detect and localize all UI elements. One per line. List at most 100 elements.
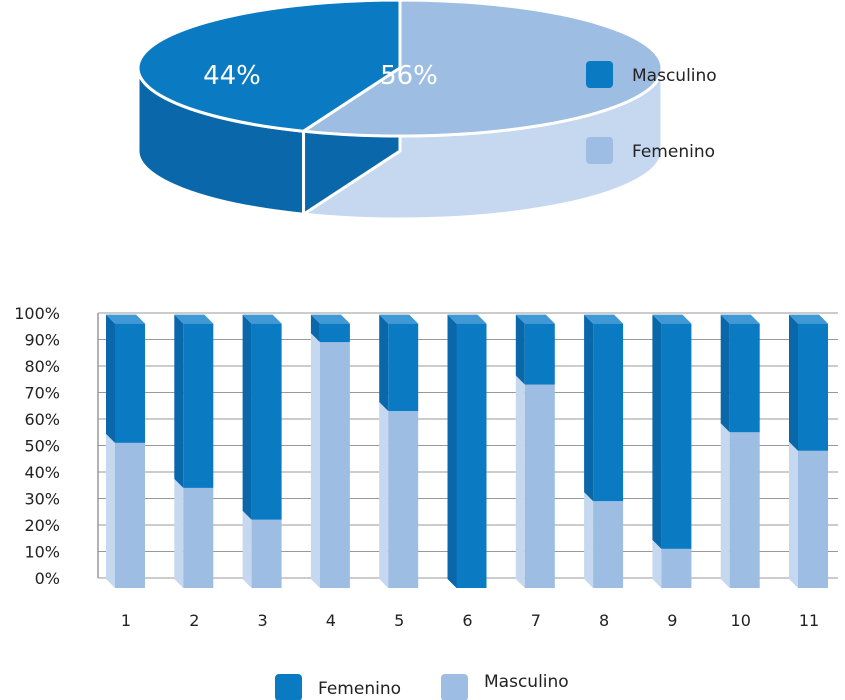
bar-segment-masculino-side bbox=[242, 510, 252, 588]
y-tick-label: 50% bbox=[24, 437, 60, 456]
bar-segment-femenino bbox=[524, 323, 555, 385]
pie-slice-masculino bbox=[136, 0, 402, 133]
bar-3 bbox=[242, 314, 282, 588]
bar-top-face bbox=[515, 314, 555, 324]
y-tick-label: 20% bbox=[24, 516, 60, 535]
x-tick-label: 6 bbox=[462, 611, 472, 630]
bar-segment-femenino-side bbox=[174, 314, 184, 488]
bar-segment-femenino-side bbox=[242, 314, 252, 520]
bar-segment-femenino bbox=[115, 323, 145, 443]
x-tick-label: 11 bbox=[799, 611, 819, 630]
bar-segment-femenino-side bbox=[447, 314, 457, 588]
pie-chart: 44% 56% Masculino Femenino bbox=[136, 0, 717, 221]
bar-segment-masculino-side bbox=[720, 423, 730, 588]
y-tick-label: 90% bbox=[24, 331, 60, 350]
bar-segment-masculino-side bbox=[789, 441, 798, 588]
bar-segment-femenino bbox=[798, 323, 828, 451]
bar-segment-masculino bbox=[319, 342, 350, 588]
bar-segment-femenino-side bbox=[515, 314, 525, 385]
bar-segment-femenino bbox=[729, 323, 760, 433]
bar-segment-femenino-side bbox=[106, 314, 115, 443]
bar-top-face bbox=[174, 314, 214, 324]
bar-segment-femenino bbox=[456, 323, 487, 588]
bar-segment-masculino-side bbox=[584, 492, 594, 588]
bar-top-face bbox=[720, 314, 760, 324]
bar-2 bbox=[174, 314, 214, 588]
bar-top-face bbox=[789, 314, 828, 324]
bar-segment-masculino-side bbox=[106, 433, 115, 588]
bar-6 bbox=[447, 314, 487, 588]
bar-segment-masculino bbox=[729, 432, 760, 588]
x-tick-label: 10 bbox=[731, 611, 751, 630]
x-tick-label: 4 bbox=[326, 611, 336, 630]
bar-7 bbox=[515, 314, 555, 588]
pie-slice-femenino bbox=[299, 0, 664, 138]
bar-top-face bbox=[584, 314, 624, 324]
bar-segment-femenino-side bbox=[379, 314, 389, 412]
bar-segment-femenino bbox=[183, 323, 214, 488]
x-tick-label: 8 bbox=[599, 611, 609, 630]
bar-top-face bbox=[106, 314, 145, 324]
bar-legend-label-femenino: Femenino bbox=[318, 679, 401, 699]
bar-top-face bbox=[242, 314, 282, 324]
pie-legend-swatch-masculino bbox=[586, 61, 613, 88]
y-tick-label: 70% bbox=[24, 384, 60, 403]
pie-legend-swatch-femenino bbox=[586, 137, 613, 164]
pie-label-femenino: 56% bbox=[380, 61, 438, 91]
bar-segment-femenino bbox=[593, 323, 624, 502]
bar-legend-swatch-masculino bbox=[441, 674, 468, 700]
bar-segment-masculino bbox=[524, 384, 555, 588]
bar-top-face bbox=[310, 314, 350, 324]
bar-segment-masculino bbox=[115, 442, 145, 588]
bar-1 bbox=[106, 314, 145, 588]
y-tick-label: 100% bbox=[14, 304, 60, 323]
bar-top-face bbox=[652, 314, 692, 324]
bar-segment-masculino-side bbox=[652, 539, 662, 588]
bar-8 bbox=[584, 314, 624, 588]
bar-segment-masculino-side bbox=[379, 402, 389, 588]
bar-5 bbox=[379, 314, 419, 588]
bar-segment-masculino bbox=[593, 501, 624, 588]
bar-4 bbox=[310, 314, 350, 588]
bar-9 bbox=[652, 314, 692, 588]
y-tick-label: 0% bbox=[35, 569, 60, 588]
x-tick-label: 1 bbox=[121, 611, 131, 630]
x-tick-label: 3 bbox=[258, 611, 268, 630]
bar-segment-femenino bbox=[661, 323, 692, 549]
y-tick-label: 10% bbox=[24, 543, 60, 562]
bar-legend-swatch-femenino bbox=[275, 674, 302, 700]
bar-segment-masculino bbox=[661, 548, 692, 588]
bar-segment-masculino bbox=[183, 487, 214, 588]
x-tick-label: 7 bbox=[531, 611, 541, 630]
bar-legend-label-masculino: Masculino bbox=[484, 672, 569, 692]
bar-segment-masculino bbox=[251, 519, 282, 588]
x-tick-label: 2 bbox=[189, 611, 199, 630]
bar-segment-masculino bbox=[798, 450, 828, 588]
pie-legend-label-masculino: Masculino bbox=[632, 66, 717, 86]
bar-10 bbox=[720, 314, 760, 588]
bar-segment-femenino-side bbox=[789, 314, 798, 451]
pie-legend-label-femenino: Femenino bbox=[632, 142, 715, 162]
bar-segment-femenino-side bbox=[310, 314, 320, 343]
bar-segment-femenino bbox=[388, 323, 419, 412]
y-tick-label: 60% bbox=[24, 410, 60, 429]
bar-segment-femenino-side bbox=[720, 314, 730, 433]
bar-segment-femenino bbox=[251, 323, 282, 520]
bar-segment-masculino-side bbox=[515, 375, 525, 588]
bar-segment-femenino-side bbox=[652, 314, 662, 549]
bar-segment-masculino-side bbox=[174, 478, 184, 588]
pie-label-masculino: 44% bbox=[203, 61, 261, 91]
y-tick-label: 30% bbox=[24, 490, 60, 509]
bar-segment-femenino bbox=[319, 323, 350, 343]
y-tick-label: 40% bbox=[24, 463, 60, 482]
bar-segment-masculino-side bbox=[310, 333, 320, 588]
y-tick-label: 80% bbox=[24, 357, 60, 376]
x-tick-label: 9 bbox=[667, 611, 677, 630]
bar-top-face bbox=[379, 314, 419, 324]
x-tick-label: 5 bbox=[394, 611, 404, 630]
bar-segment-masculino bbox=[388, 411, 419, 588]
bar-top-face bbox=[447, 314, 487, 324]
bar-segment-femenino-side bbox=[584, 314, 594, 502]
bar-11 bbox=[789, 314, 828, 588]
